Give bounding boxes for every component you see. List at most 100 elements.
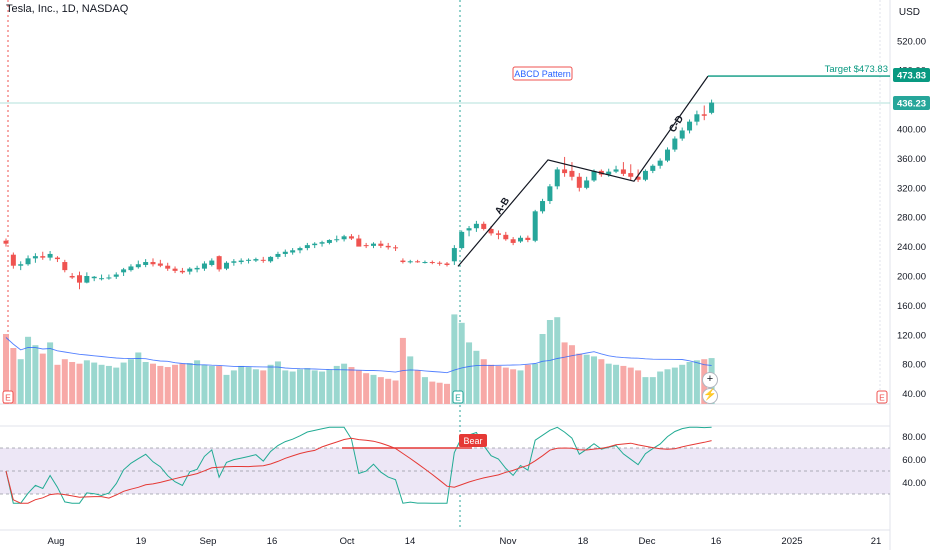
- chart-title: Tesla, Inc., 1D, NASDAQ: [6, 3, 129, 15]
- volume-bar: [54, 364, 61, 404]
- candle-body: [459, 231, 465, 249]
- candle-body: [701, 114, 707, 116]
- candle-body: [3, 240, 9, 244]
- candle-body: [385, 245, 391, 248]
- candle-body: [113, 274, 119, 277]
- volume-bar: [208, 365, 215, 404]
- volume-bar: [76, 363, 83, 404]
- volume-bar: [260, 370, 267, 404]
- volume-bar: [135, 352, 142, 404]
- volume-bar: [679, 364, 686, 404]
- candle-body: [628, 173, 634, 177]
- last-price-badge-text: 436.23: [897, 99, 926, 110]
- price-tick-label: 400.00: [897, 125, 926, 136]
- volume-bar: [348, 367, 355, 404]
- candle-body: [473, 223, 479, 229]
- candle-body: [620, 169, 626, 174]
- price-tick-label: 280.00: [897, 213, 926, 224]
- candle-body: [224, 262, 229, 269]
- rsi-tick-label: 60.00: [902, 455, 926, 466]
- volume-bar: [194, 360, 201, 404]
- volume-bar: [495, 365, 502, 404]
- candle-body: [665, 149, 670, 161]
- volume-bar: [216, 365, 223, 404]
- candle-body: [106, 277, 112, 279]
- volume-bar: [245, 367, 252, 404]
- volume-bar: [32, 345, 39, 404]
- candle-body: [378, 243, 384, 246]
- volume-bar: [568, 345, 575, 404]
- candle-body: [312, 243, 318, 246]
- candle-body: [569, 170, 575, 177]
- candle-body: [547, 186, 553, 202]
- price-tick-label: 240.00: [897, 242, 926, 253]
- candle-body: [297, 248, 303, 251]
- volume-bar: [120, 362, 127, 404]
- target-price-badge: [893, 68, 930, 82]
- plus-circle-icon[interactable]: +: [702, 372, 718, 388]
- volume-bar: [605, 363, 612, 404]
- volume-bar: [407, 356, 414, 404]
- volume-bar: [3, 334, 9, 404]
- volume-bar: [230, 370, 237, 404]
- candle-body: [687, 121, 693, 131]
- candle-body: [194, 267, 200, 270]
- volume-bar: [620, 365, 627, 404]
- rsi-ma-line: [5, 437, 712, 504]
- volume-bar: [105, 365, 112, 404]
- candle-body: [606, 171, 612, 175]
- volume-bar: [238, 365, 245, 404]
- candle-body: [69, 276, 75, 278]
- lightning-icon[interactable]: ⚡: [702, 388, 718, 404]
- volume-bar: [414, 370, 421, 404]
- volume-bar: [546, 320, 553, 404]
- volume-bar: [179, 363, 186, 404]
- volume-bar: [554, 317, 561, 404]
- volume-bar: [201, 364, 208, 404]
- volume-bar: [274, 361, 281, 404]
- candle-body: [290, 250, 296, 253]
- candle-body: [451, 248, 457, 262]
- volume-bar: [98, 364, 105, 404]
- volume-bar: [172, 364, 179, 404]
- last-price-badge: [893, 96, 930, 110]
- candle-body: [143, 262, 149, 265]
- candle-body: [135, 264, 141, 268]
- volume-bar: [370, 374, 377, 404]
- volume-bar: [539, 334, 546, 404]
- volume-bar: [289, 371, 296, 404]
- time-tick-label: 16: [267, 536, 278, 547]
- time-tick-label: 19: [136, 536, 147, 547]
- candle-body: [62, 262, 68, 271]
- volume-bar: [488, 364, 495, 404]
- candle-body: [275, 253, 281, 257]
- volume-bar: [473, 350, 480, 404]
- time-tick-label: 21: [871, 536, 882, 547]
- candle-body: [128, 266, 134, 271]
- volume-bar: [385, 378, 392, 404]
- volume-bar: [591, 356, 597, 404]
- candle-body: [341, 236, 347, 240]
- candle-body: [613, 169, 619, 172]
- candle-body: [231, 261, 237, 263]
- volume-bar: [150, 363, 156, 404]
- candle-body: [10, 254, 16, 266]
- volume-bar: [223, 374, 230, 404]
- rsi-pane: Bear: [0, 426, 890, 504]
- candle-body: [201, 263, 207, 269]
- candles: [3, 99, 715, 290]
- price-tick-label: 80.00: [902, 360, 926, 371]
- time-tick-label: Aug: [48, 536, 65, 547]
- candle-body: [371, 243, 376, 246]
- volume-bar: [642, 377, 649, 404]
- time-tick-label: Nov: [500, 536, 517, 547]
- candle-body: [642, 170, 648, 180]
- volume-bar: [333, 365, 340, 404]
- price-tick-label: 160.00: [897, 301, 926, 312]
- candle-body: [576, 176, 582, 188]
- candle-body: [356, 238, 362, 247]
- volume-bar: [598, 359, 605, 404]
- volume-bar: [451, 314, 458, 404]
- target-label: Target $473.83: [825, 64, 888, 75]
